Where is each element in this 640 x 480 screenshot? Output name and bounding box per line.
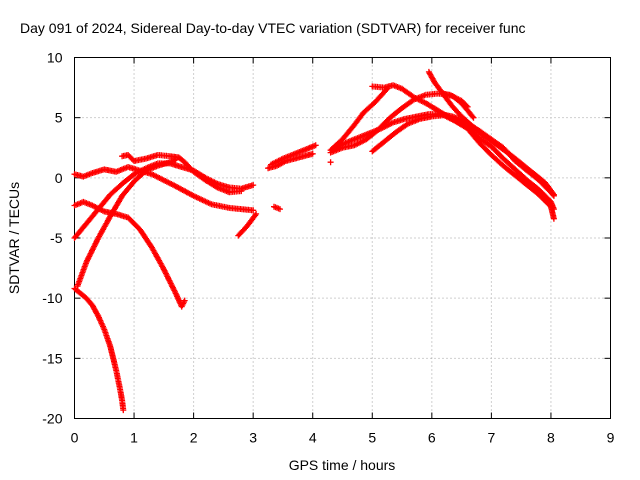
- x-tick-label: 1: [130, 430, 138, 446]
- data-point: [470, 114, 477, 121]
- data-point: [312, 142, 319, 149]
- series-arc-f: [119, 152, 245, 196]
- series-arc-e: [74, 156, 179, 290]
- data-point: [120, 407, 127, 414]
- x-tick-label: 8: [547, 430, 555, 446]
- series-arc-n: [330, 111, 557, 199]
- y-axis-label: SDTVAR / TECUs: [6, 182, 22, 294]
- data-layer: [71, 68, 557, 414]
- data-point: [250, 182, 257, 189]
- data-point: [253, 210, 260, 217]
- series-arc-k: [327, 159, 334, 166]
- x-axis-label: GPS time / hours: [289, 457, 396, 473]
- x-tick-label: 6: [428, 430, 436, 446]
- x-tick-label: 7: [487, 430, 495, 446]
- y-tick-label: -15: [42, 350, 62, 366]
- x-tick-label: 3: [249, 430, 257, 446]
- x-tick-label: 5: [368, 430, 376, 446]
- data-point: [181, 297, 188, 304]
- y-tick-label: 5: [55, 110, 63, 126]
- x-tick-label: 2: [190, 430, 198, 446]
- data-point: [277, 206, 283, 213]
- y-tick-label: 10: [47, 50, 63, 66]
- data-point: [550, 215, 557, 222]
- y-tick-label: 0: [55, 170, 63, 186]
- series-arc-q: [425, 68, 557, 198]
- x-tick-label: 4: [309, 430, 317, 446]
- data-point: [250, 207, 257, 214]
- series-arc-j: [268, 142, 319, 168]
- y-tick-label: -20: [42, 411, 62, 427]
- series-arc-c: [71, 164, 257, 214]
- series-arc-h: [271, 203, 283, 213]
- y-tick-label: -10: [42, 290, 62, 306]
- series-arc-a: [71, 285, 127, 414]
- data-point: [469, 113, 476, 120]
- x-tick-label: 9: [607, 430, 615, 446]
- chart-title: Day 091 of 2024, Sidereal Day-to-day VTE…: [20, 20, 526, 36]
- axis-ticks: 0 1 2 3 4 5 6 7 8 9 -20 -15 -10 -5 0 5 10: [42, 50, 614, 446]
- data-point: [550, 206, 557, 213]
- x-tick-label: 0: [71, 430, 79, 446]
- grid: [74, 57, 611, 419]
- data-point: [550, 191, 557, 198]
- series-arc-g: [235, 210, 260, 239]
- data-point: [238, 188, 245, 195]
- data-point: [327, 159, 334, 166]
- series-arc-p: [369, 82, 557, 213]
- y-tick-label: -5: [50, 230, 63, 246]
- series-arc-r: [440, 90, 477, 121]
- data-point: [309, 150, 316, 157]
